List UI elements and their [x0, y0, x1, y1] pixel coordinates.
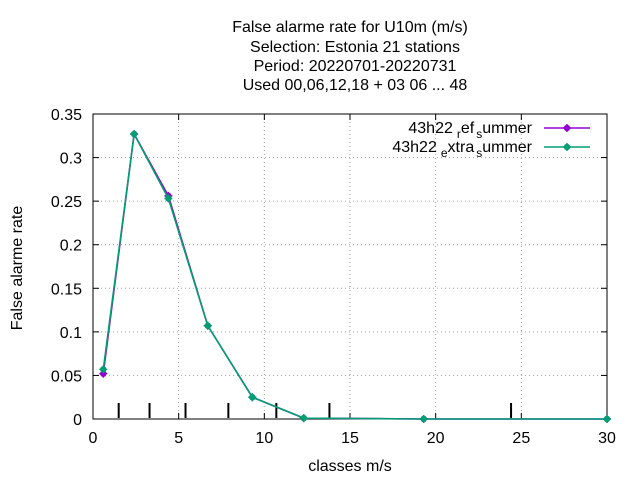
- y-tick-label: 0.3: [60, 151, 82, 168]
- series-line: [102, 133, 607, 420]
- x-tick-label: 25: [512, 430, 530, 447]
- legend-point: [563, 143, 571, 151]
- legend-entry-ref-summer: 43h22 ref summer: [408, 120, 590, 141]
- series-layer: [99, 130, 611, 423]
- legend-label-ref-summer: 43h22 ref summer: [408, 120, 532, 141]
- data-point: [419, 415, 428, 423]
- x-tick-label: 10: [255, 430, 273, 447]
- data-point: [203, 321, 212, 330]
- data-point: [164, 194, 173, 203]
- y-tick-label: 0: [73, 412, 82, 429]
- x-tick-label: 0: [89, 430, 98, 447]
- title-line-4: Used 00,06,12,18 + 03 06 ... 48: [243, 77, 468, 94]
- title-line-2: Selection: Estonia 21 stations: [250, 39, 460, 56]
- y-tick-label: 0.2: [60, 238, 82, 255]
- title-line-3: Period: 20220701-20220731: [254, 58, 457, 75]
- series-1: [99, 130, 611, 423]
- x-tick-label: 20: [427, 430, 445, 447]
- y-tick-label: 0.25: [51, 194, 82, 211]
- class-boundary-marks: [117, 403, 513, 418]
- data-point: [248, 393, 257, 402]
- y-tick-label: 0.15: [51, 281, 82, 298]
- y-tick-labels: 0 0.05 0.1 0.15 0.2 0.25 0.3 0.35: [51, 107, 82, 429]
- x-tick-label: 15: [341, 430, 359, 447]
- legend-marker-extra-summer: [563, 143, 571, 151]
- y-tick-label: 0.1: [60, 325, 82, 342]
- legend-label-extra-summer: 43h22 extra summer: [392, 139, 532, 160]
- title-line-1: False alarme rate for U10m (m/s): [232, 19, 468, 36]
- legend-entry-extra-summer: 43h22 extra summer: [392, 139, 590, 160]
- x-tick-labels: 0 5 10 15 20 25 30: [89, 430, 616, 447]
- y-tick-label: 0.05: [51, 368, 82, 385]
- x-tick-label: 30: [598, 430, 616, 447]
- series-0: [99, 130, 611, 423]
- grid-lines: [93, 114, 607, 419]
- y-axis-label: False alarme rate: [9, 206, 26, 331]
- data-point: [603, 415, 611, 423]
- x-axis-label: classes m/s: [308, 458, 392, 475]
- legend: 43h22 ref summer 43h22 extra summer: [392, 120, 590, 160]
- data-point: [130, 130, 139, 139]
- data-point: [299, 414, 308, 423]
- series-line: [102, 133, 607, 420]
- y-tick-label: 0.35: [51, 107, 82, 124]
- x-tick-label: 5: [174, 430, 183, 447]
- data-point: [99, 365, 108, 374]
- legend-point: [563, 124, 571, 132]
- legend-marker-ref-summer: [563, 124, 571, 132]
- chart-title: False alarme rate for U10m (m/s) Selecti…: [232, 19, 468, 94]
